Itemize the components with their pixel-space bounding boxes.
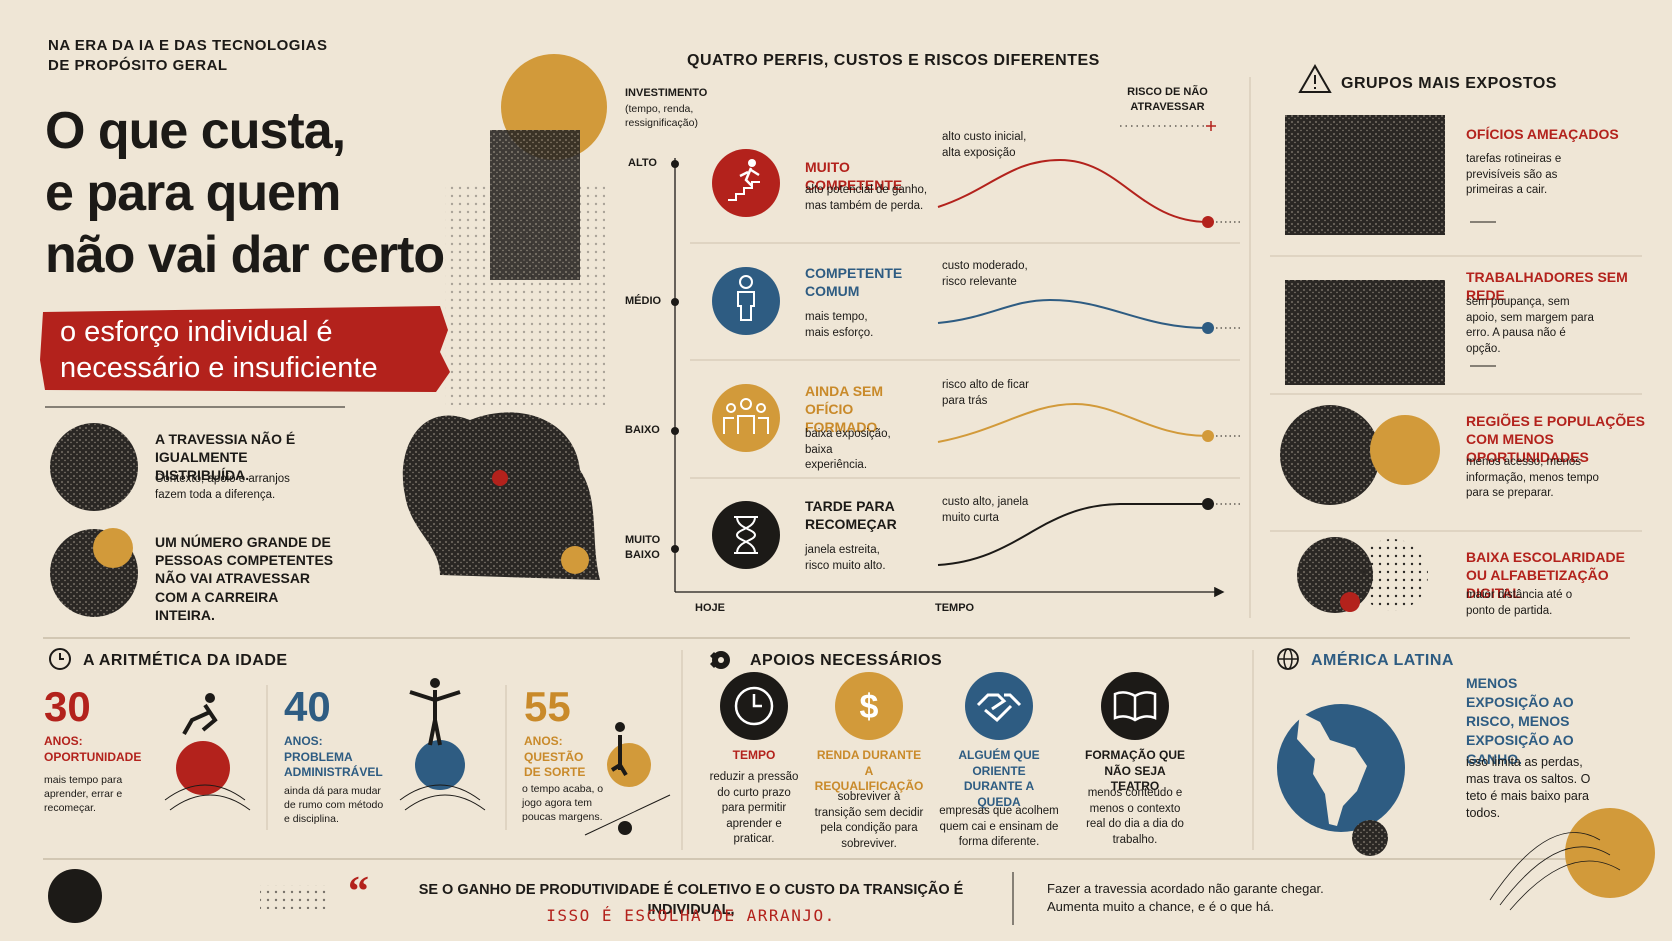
age-number: 55 (524, 683, 571, 730)
quote-mark: “ (348, 869, 369, 915)
latam-text: isso limita as perdas, mas trava os salt… (1466, 755, 1591, 820)
group-name: TRABALHADORES SEM REDE (1466, 269, 1628, 304)
axis-subtitle: (tempo, renda, ressignificação) (625, 103, 698, 130)
quote-emphasis: ISSO É ESCOLHA DE ARRANJO. (546, 906, 836, 925)
intro-title: A TRAVESSIA NÃO É IGUALMENTE DISTRIBUÍDA… (155, 431, 296, 484)
head-silhouette (402, 412, 600, 580)
profile-note: custo alto, janela muito curta (942, 496, 1029, 524)
support-name: ALGUÉM QUE ORIENTE DURANTE A QUEDA (958, 748, 1040, 809)
support-name: TEMPO (732, 748, 776, 762)
support-text: menos conteúdo e menos o contexto real d… (1086, 787, 1184, 846)
x-label: HOJE (695, 602, 725, 614)
age-label: ANOS: OPORTUNIDADE (44, 734, 142, 764)
section-title: GRUPOS MAIS EXPOSTOS (1341, 75, 1557, 92)
profile-note: risco alto de ficar para trás (942, 379, 1029, 407)
age-text: ainda dá para mudar de rumo com método e… (284, 785, 384, 826)
age-text: mais tempo para aprender, errar e recome… (44, 774, 123, 815)
title-line: O que custa, (45, 102, 346, 160)
group-text: maior distância até o ponto de partida. (1466, 589, 1573, 617)
level-label: ALTO (628, 157, 657, 169)
age-number: 40 (284, 683, 331, 730)
axis-title: INVESTIMENTO (625, 87, 708, 99)
latam-heading: MENOS EXPOSIÇÃO AO RISCO, MENOS EXPOSIÇÃ… (1466, 675, 1574, 767)
profile-name: MUITO COMPETENTE (805, 159, 903, 194)
title-line: e para quem (45, 164, 341, 222)
section-title: AMÉRICA LATINA (1311, 652, 1454, 669)
risk-label: RISCO DE NÃO ATRAVESSAR (1127, 86, 1208, 113)
highlight-band (40, 306, 450, 392)
profile-note: alto custo inicial, alta exposição (942, 131, 1027, 159)
group-text: menos acesso, menos informação, menos te… (1466, 456, 1599, 500)
profile-text: alto potencial de ganho, mas também de p… (805, 184, 928, 212)
age-label: ANOS: PROBLEMA ADMINISTRÁVEL (284, 734, 383, 780)
quote: SE O GANHO DE PRODUTIVIDADE É COLETIVO E… (418, 882, 964, 918)
intro-title: UM NÚMERO GRANDE DE PESSOAS COMPETENTES … (155, 534, 334, 623)
profile-name: COMPETENTE COMUM (805, 265, 903, 300)
level-label: BAIXO (625, 424, 660, 436)
group-text: sem poupança, sem apoio, sem margem para… (1466, 296, 1594, 355)
group-name: OFÍCIOS AMEAÇADOS (1466, 126, 1619, 142)
age-label: ANOS: QUESTÃO DE SORTE (524, 734, 586, 780)
support-name: FORMAÇÃO QUE NÃO SEJA TEATRO (1085, 748, 1185, 794)
profile-note: custo moderado, risco relevante (942, 260, 1028, 288)
profile-text: mais tempo, mais esforço. (805, 311, 874, 339)
age-number: 30 (44, 683, 91, 730)
profile-name: TARDE PARA RECOMEÇAR (805, 498, 897, 533)
group-name: BAIXA ESCOLARIDADE OU ALFABETIZAÇÃO DIGI… (1466, 549, 1625, 602)
highlight-line: o esforço individual é (60, 316, 333, 348)
profile-text: janela estreita, risco muito alto. (805, 544, 886, 572)
x-label: TEMPO (935, 602, 975, 614)
title: O que custa, e para quem não vai dar cer… (45, 100, 445, 286)
section-title: QUATRO PERFIS, CUSTOS E RISCOS DIFERENTE… (687, 52, 1100, 69)
support-name: RENDA DURANTE A REQUALIFICAÇÃO (814, 748, 924, 794)
kicker: NA ERA DA IA E DAS TECNOLOGIAS DE PROPÓS… (48, 37, 328, 75)
highlight: o esforço individual é necessário e insu… (60, 314, 378, 386)
support-text: sobreviver à transição sem decidir pela … (814, 791, 924, 850)
highlight-line: necessário e insuficiente (60, 352, 378, 384)
intro-text: Contexto, apoio e arranjos fazem toda a … (155, 473, 290, 501)
age-text: o tempo acaba, o jogo agora tem poucas m… (522, 783, 604, 824)
group-text: tarefas rotineiras e previsíveis são as … (1466, 153, 1562, 197)
section-title: A ARITMÉTICA DA IDADE (83, 652, 288, 669)
profile-name: AINDA SEM OFÍCIO FORMADO (805, 383, 884, 436)
level-label: MUITO BAIXO (625, 534, 661, 561)
profile-text: baixa exposição, baixa experiência. (805, 428, 891, 472)
support-text: empresas que acolhem quem cai e ensinam … (939, 805, 1059, 849)
closing: Fazer a travessia acordado não garante c… (1047, 881, 1324, 914)
section-title: APOIOS NECESSÁRIOS (750, 652, 943, 669)
svg-text:$: $ (860, 688, 879, 726)
title-line: não vai dar certo (45, 226, 445, 284)
level-label: MÉDIO (625, 295, 662, 307)
support-text: reduzir a pressão do curto prazo para pe… (709, 771, 799, 846)
group-name: REGIÕES E POPULAÇÕES COM MENOS OPORTUNID… (1466, 413, 1645, 466)
